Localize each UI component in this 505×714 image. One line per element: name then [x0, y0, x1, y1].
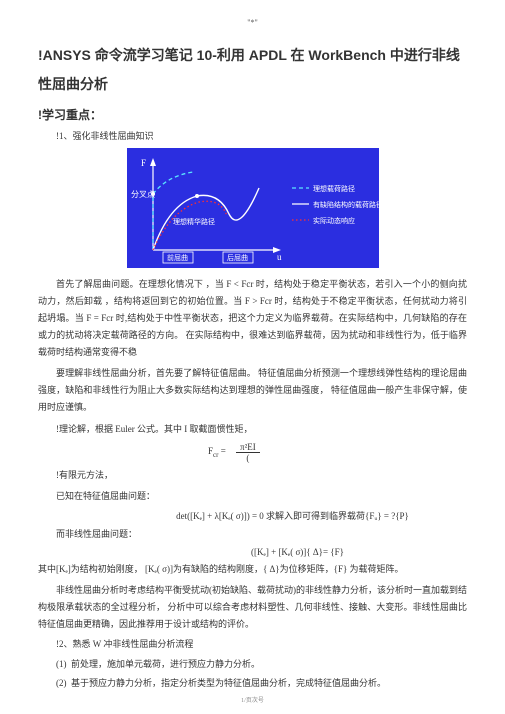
formula-1-lhs: Fcr = — [208, 446, 226, 456]
paragraph-5: 已知在特征值屈曲问题： — [56, 488, 467, 505]
legend-3: 实际动态响应 — [313, 216, 355, 225]
paragraph-2: 要理解非线性屈曲分析，首先要了解特征值屈曲。 特征值屈曲分析预测一个理想线弹性结… — [38, 365, 467, 416]
pre-buckling-label: 前屈曲 — [167, 253, 188, 262]
legend-1: 理想载荷路径 — [313, 184, 355, 193]
paragraph-1: 首先了解屈曲问题。在理想化情况下 ，当 F < Fcr 时，结构处于稳定平衡状态… — [38, 276, 467, 361]
diagram-container: F u 分叉点 理想精华路径 前屈曲 后屈曲 理想载荷路径 有缺陷结构的载荷路径… — [38, 148, 467, 268]
axis-u-label: u — [277, 252, 282, 262]
axis-f-label: F — [141, 158, 146, 168]
post-buckling-label: 后屈曲 — [227, 253, 248, 262]
list-1-num: (1) — [56, 659, 67, 669]
paragraph-7: 其中[Kₑ]为结构初始刚度， [Kₑ( σ)]为有缺陷的结构刚度，{ Δ}为位移… — [38, 561, 467, 578]
list-1-text: 前处理，施加单元载荷，进行预应力静力分析。 — [71, 659, 260, 669]
list-item-2: (2) 基于预应力静力分析，指定分析类型为特征值屈曲分析，完成特征值屈曲分析。 — [56, 675, 467, 692]
list-2-num: (2) — [56, 678, 67, 688]
buckling-diagram: F u 分叉点 理想精华路径 前屈曲 后屈曲 理想载荷路径 有缺陷结构的载荷路径… — [127, 148, 379, 268]
formula-1: Fcr = π²EI ( — [38, 442, 467, 463]
section-subtitle: !学习重点： — [38, 106, 467, 123]
legend-2: 有缺陷结构的载荷路径 — [313, 200, 379, 209]
limit-label: 理想精华路径 — [173, 217, 215, 226]
formula-1-denom: ( — [236, 453, 260, 463]
list-2-text: 基于预应力静力分析，指定分析类型为特征值屈曲分析，完成特征值屈曲分析。 — [71, 678, 386, 688]
document-title: !ANSYS 命令流学习笔记 10-利用 APDL 在 WorkBench 中进… — [38, 41, 467, 100]
paragraph-8: 非线性屈曲分析时考虑结构平衡受扰动(初始缺陷、载荷扰动)的非线性静力分析，该分析… — [38, 582, 467, 633]
page-header-mark: "*" — [38, 18, 467, 27]
page-footer: 1/页次号 — [0, 695, 505, 704]
formula-3: ([Kₑ] + [Kₑ( σ)]{ Δ}= {F} — [38, 547, 467, 557]
diagram-svg: F u 分叉点 理想精华路径 前屈曲 后屈曲 理想载荷路径 有缺陷结构的载荷路径… — [127, 148, 379, 268]
paragraph-3: !理论解，根据 Euler 公式。其中 I 取截面惯性矩， — [38, 421, 467, 438]
list-item-1: (1) 前处理，施加单元载荷，进行预应力静力分析。 — [56, 656, 467, 673]
paragraph-4: !有限元方法， — [38, 467, 467, 484]
sub-item-2: !2、熟悉 W 冲非线性屈曲分析流程 — [56, 637, 467, 650]
formula-2: det([Kₑ] + λ[Kₑ( σ)]) = 0 求解入即可得到临界载荷{Fᵤ… — [38, 509, 467, 522]
bifurcation-label: 分叉点 — [131, 190, 155, 199]
sub-item-1: !1、强化非线性屈曲知识 — [56, 129, 467, 142]
formula-1-num: π²EI — [236, 442, 260, 453]
paragraph-6: 而非线性屈曲问题： — [38, 526, 467, 543]
